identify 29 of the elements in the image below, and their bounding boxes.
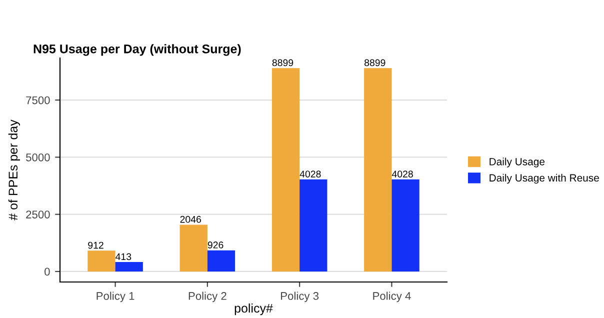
y-tick-label: 0: [44, 268, 50, 276]
data-label: 926: [208, 242, 224, 248]
data-label: 4028: [300, 170, 321, 178]
y-tick-label: 5000: [26, 153, 50, 162]
data-label: 8899: [272, 59, 294, 66]
data-label: 8899: [364, 59, 386, 66]
data-label: 4028: [392, 170, 413, 178]
bar: [207, 250, 236, 272]
bar: [180, 224, 208, 272]
x-tick-label: Policy 4: [373, 292, 411, 302]
x-axis-title: policy#: [234, 303, 273, 316]
data-label: 2046: [180, 216, 201, 223]
bar: [300, 179, 328, 272]
data-label: 912: [88, 242, 104, 249]
bar: [364, 68, 392, 272]
bar: [392, 179, 420, 272]
y-tick-label: 7500: [26, 96, 50, 104]
bar: [115, 262, 143, 272]
legend-label: Daily Usage: [490, 158, 545, 168]
y-tick-label: 2500: [26, 210, 50, 218]
legend-label: Daily Usage with Reuse: [490, 174, 599, 184]
x-tick-label: Policy 2: [188, 292, 226, 302]
bar: [88, 250, 116, 272]
y-axis-title: # of PPEs per day: [8, 120, 20, 220]
x-tick-label: Policy 1: [96, 292, 134, 302]
bar: [272, 68, 300, 272]
data-label: 413: [116, 253, 132, 260]
x-tick-label: Policy 3: [281, 292, 319, 302]
chart-title: N95 Usage per Day (without Surge): [34, 44, 241, 56]
